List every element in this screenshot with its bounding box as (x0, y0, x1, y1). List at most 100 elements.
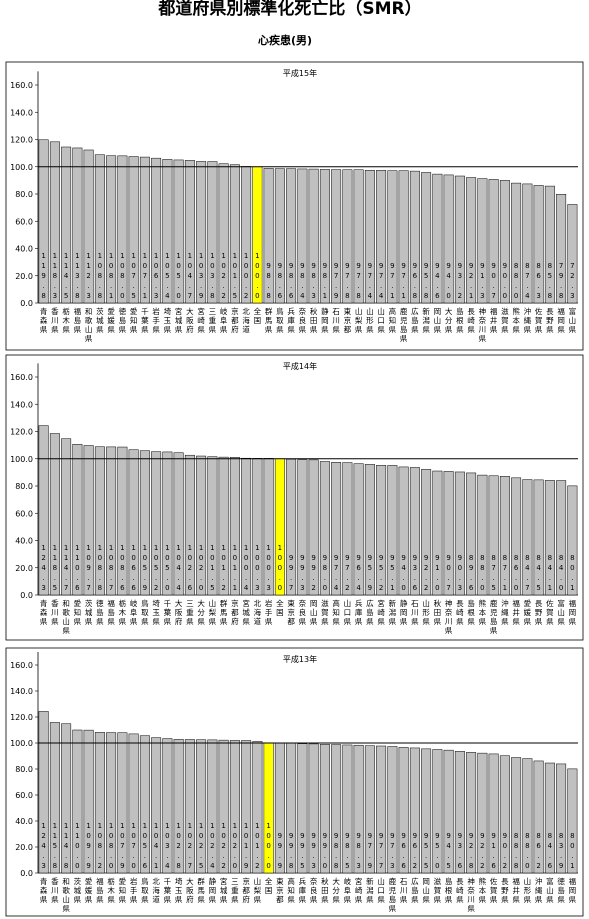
x-tick-label: 群馬県 (265, 306, 273, 334)
bar (184, 454, 195, 596)
y-tick-label: 80.0 (15, 765, 33, 774)
x-tick-label: 鳥取県 (141, 598, 149, 626)
x-tick-label: 長崎県 (456, 877, 464, 904)
x-tick-label: 埼玉県 (164, 306, 172, 334)
bar (106, 155, 117, 304)
bar (342, 462, 353, 596)
y-tick-label: 140.0 (10, 108, 33, 117)
y-tick-label: 20.0 (15, 564, 33, 573)
x-tick-label: 長崎県 (456, 599, 464, 626)
bar (38, 139, 49, 304)
bar (567, 204, 578, 304)
x-tick-label: 京都府 (231, 598, 239, 626)
x-tick-label: 三重県 (231, 877, 239, 904)
x-tick-label: 茨城県 (96, 306, 104, 334)
x-tick-label: 栃木県 (62, 306, 70, 334)
bar (533, 185, 544, 304)
x-tick-label: 大阪府 (175, 598, 183, 626)
bar (353, 744, 364, 874)
bar (173, 739, 184, 874)
bar (533, 760, 544, 874)
x-tick-label: 宮城県 (242, 598, 250, 626)
bar (466, 177, 477, 304)
x-tick-label: 北海道 (254, 599, 262, 626)
x-tick-label: 静岡県 (321, 306, 329, 334)
bar (83, 149, 94, 304)
x-tick-label: 千葉県 (164, 598, 172, 626)
x-tick-label: 北海道 (242, 307, 250, 334)
x-tick-label: 東京都 (344, 306, 352, 334)
bar (173, 159, 184, 304)
x-tick-label: 熊本県 (479, 598, 487, 626)
panel-frame (5, 61, 584, 351)
x-tick-label: 静岡県 (209, 876, 217, 904)
bar (544, 480, 555, 596)
x-tick-label: 山口県 (344, 598, 352, 626)
bar (139, 450, 150, 596)
x-tick-label: 静岡県 (400, 598, 408, 626)
bar (511, 757, 522, 874)
x-tick-label: 埼玉県 (175, 876, 183, 904)
bar (94, 446, 105, 596)
bar (319, 169, 330, 304)
x-tick-label: 福井県 (512, 877, 520, 904)
x-tick-label: 愛媛県 (524, 598, 532, 626)
bar (241, 457, 252, 596)
x-tick-label: 佐賀県 (535, 306, 543, 334)
x-tick-label: 奈良県 (299, 598, 307, 626)
y-tick-label: 40.0 (15, 817, 33, 826)
bar (398, 170, 409, 304)
x-tick-label: 山形県 (366, 306, 374, 334)
bar (49, 141, 60, 304)
bar (421, 748, 432, 874)
bar (151, 157, 162, 304)
bar (443, 174, 454, 304)
x-tick-label: 山形県 (524, 876, 532, 904)
page-title: 都道府県別標準化死亡比（SMR） (157, 0, 421, 19)
bar (364, 170, 375, 304)
x-tick-label: 奈良県 (310, 876, 318, 904)
x-tick-label: 宮城県 (220, 876, 228, 904)
panel-title: 平成13年 (283, 654, 317, 664)
bar (409, 170, 420, 304)
bar (376, 745, 387, 874)
x-tick-label: 徳島県 (557, 876, 565, 904)
bar (38, 711, 49, 874)
x-tick-label: 岐阜県 (220, 306, 228, 334)
panel-title: 平成15年 (283, 68, 317, 78)
bar (72, 147, 83, 304)
bar (421, 172, 432, 304)
x-tick-label: 兵庫県 (355, 598, 363, 626)
x-tick-label: 青森県 (40, 598, 48, 626)
x-tick-label: 福岡県 (569, 877, 577, 904)
